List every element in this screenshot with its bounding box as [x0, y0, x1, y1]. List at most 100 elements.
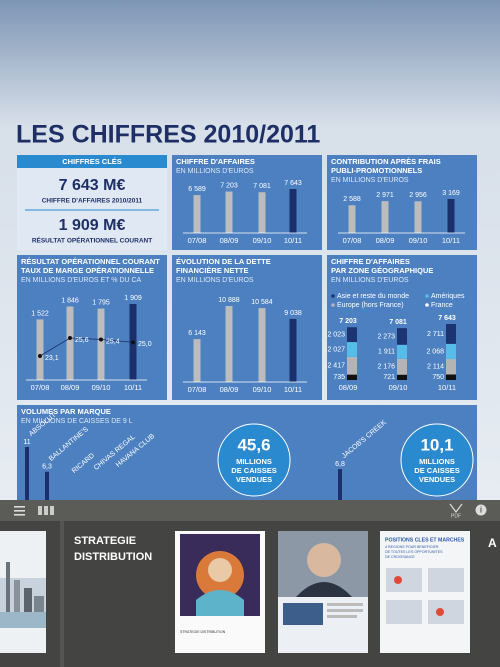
category-label: 10/11 — [284, 385, 302, 394]
bubble-text: VENDUES — [236, 475, 272, 484]
bar — [338, 469, 342, 500]
thumbnail[interactable] — [0, 531, 46, 653]
bubble-value: 45,6 — [237, 435, 270, 454]
bar — [36, 319, 44, 380]
category-label: 07/08 — [188, 385, 207, 394]
panel-subtitle: EN MILLIONS D'EUROS ET % DU CA — [21, 277, 142, 284]
value-label: 2 971 — [376, 192, 394, 199]
segment-label: 2 417 — [327, 363, 345, 370]
panel-title: PUBLI-PROMOTIONNELS — [331, 166, 422, 175]
bar — [258, 308, 266, 382]
bar — [258, 192, 266, 233]
value-label: 10 888 — [218, 297, 240, 304]
panel-subtitle: EN MILLIONS D'EUROS — [176, 277, 254, 284]
segment-label: 1 911 — [378, 349, 395, 356]
section-title[interactable]: DISTRIBUTION — [74, 551, 152, 563]
legend-label: France — [431, 302, 453, 309]
segment-label: 2 711 — [427, 331, 444, 338]
total-label: 7 203 — [339, 318, 357, 325]
panel-title: VOLUMES PAR MARQUE — [21, 407, 111, 416]
panel-title: TAUX DE MARGE OPÉRATIONNELLE — [21, 266, 154, 275]
stacked-segment — [397, 328, 407, 345]
stacked-segment — [397, 344, 407, 359]
category-label: 08/09 — [339, 383, 358, 392]
legend-label: Europe (hors France) — [337, 302, 404, 309]
value-label: 2 956 — [409, 192, 427, 199]
category-label: 09/10 — [253, 385, 272, 394]
panel-title: CHIFFRE D'AFFAIRES — [331, 257, 410, 266]
bubble-text: MILLIONS — [236, 457, 272, 466]
margin-line — [39, 337, 134, 357]
info-button[interactable] — [475, 504, 487, 516]
margin-point — [131, 340, 135, 345]
bar — [381, 201, 389, 233]
segment-label: 2 176 — [377, 364, 395, 371]
key-figure: 7 643 M€ — [59, 177, 126, 194]
margin-label: 25,6 — [75, 337, 89, 344]
legend-swatch — [425, 303, 429, 307]
margin-point — [38, 354, 42, 358]
category-label: 09/10 — [409, 236, 428, 245]
stacked-segment — [397, 374, 407, 380]
thumbnail[interactable] — [278, 531, 368, 653]
value-label: 7 203 — [220, 182, 238, 189]
bar — [225, 306, 233, 382]
value-label: 3 169 — [442, 190, 460, 197]
category-label: 10/11 — [442, 236, 460, 245]
bar — [414, 201, 422, 233]
value-label: 1 846 — [61, 297, 79, 304]
pdf-button[interactable]: PDF — [449, 503, 463, 519]
total-label: 7 643 — [438, 315, 456, 322]
margin-point — [68, 336, 72, 340]
stacked-segment — [397, 358, 407, 375]
panel-subtitle: EN MILLIONS D'EUROS — [331, 177, 409, 184]
bar — [348, 205, 356, 233]
legend-swatch — [331, 303, 335, 307]
thumbnail-caption: STRATEGIE DISTRIBUTION — [180, 630, 226, 634]
thumbnail-subtitle: 4 REGIONS POUR BENEFICIER — [385, 545, 439, 549]
value-label: 11 — [23, 439, 30, 446]
value-label: 7 081 — [253, 183, 271, 190]
panel-subtitle: EN MILLIONS D'EUROS — [176, 168, 254, 175]
margin-label: 23,1 — [45, 355, 59, 362]
category-label: 09/10 — [253, 236, 272, 245]
segment-label: 721 — [383, 374, 395, 381]
key-figure-label: RÉSULTAT OPÉRATIONNEL COURANT — [32, 236, 152, 245]
menu-button[interactable] — [14, 506, 25, 516]
next-section[interactable]: A — [488, 536, 497, 550]
stacked-segment — [347, 327, 357, 343]
value-label: 1 909 — [124, 295, 142, 302]
bar — [193, 195, 201, 233]
thumbnail[interactable]: POSITIONS CLES ET MARCHES 4 REGIONS POUR… — [380, 531, 470, 653]
section-title[interactable]: STRATEGIE — [74, 535, 136, 547]
margin-point — [99, 337, 103, 342]
bar — [97, 308, 105, 380]
bubble-text: DE CAISSES — [231, 466, 276, 475]
library-button[interactable] — [38, 506, 54, 515]
panel-title: CHIFFRES CLÉS — [62, 157, 122, 166]
category-label: 07/08 — [31, 383, 50, 392]
segment-label: 2 273 — [377, 333, 395, 340]
panel-title: FINANCIÈRE NETTE — [176, 266, 249, 275]
value-label: 1 795 — [92, 299, 110, 306]
value-label: 7 643 — [284, 180, 302, 187]
bar — [193, 339, 201, 382]
stacked-segment — [347, 356, 357, 375]
category-label: 09/10 — [92, 383, 111, 392]
bubble — [400, 423, 474, 497]
category-label: 10/11 — [124, 383, 142, 392]
segment-label: 750 — [432, 374, 444, 381]
total-label: 7 081 — [389, 319, 407, 326]
segment-label: 2 114 — [427, 364, 444, 371]
stacked-segment — [347, 374, 357, 380]
segment-label: 735 — [333, 374, 345, 381]
bubble-text: MILLIONS — [419, 457, 455, 466]
thumbnail[interactable]: STRATEGIE DISTRIBUTION — [175, 531, 265, 653]
panel-subtitle: EN MILLIONS DE CAISSES DE 9 L — [21, 418, 133, 425]
category-label: 07/08 — [188, 236, 207, 245]
category-label: 08/09 — [220, 385, 239, 394]
value-label: 2 588 — [343, 196, 361, 203]
value-label: 6 589 — [188, 186, 206, 193]
stacked-segment — [446, 343, 456, 360]
thumbnail-subtitle: DE CROISSANCE — [385, 555, 415, 559]
